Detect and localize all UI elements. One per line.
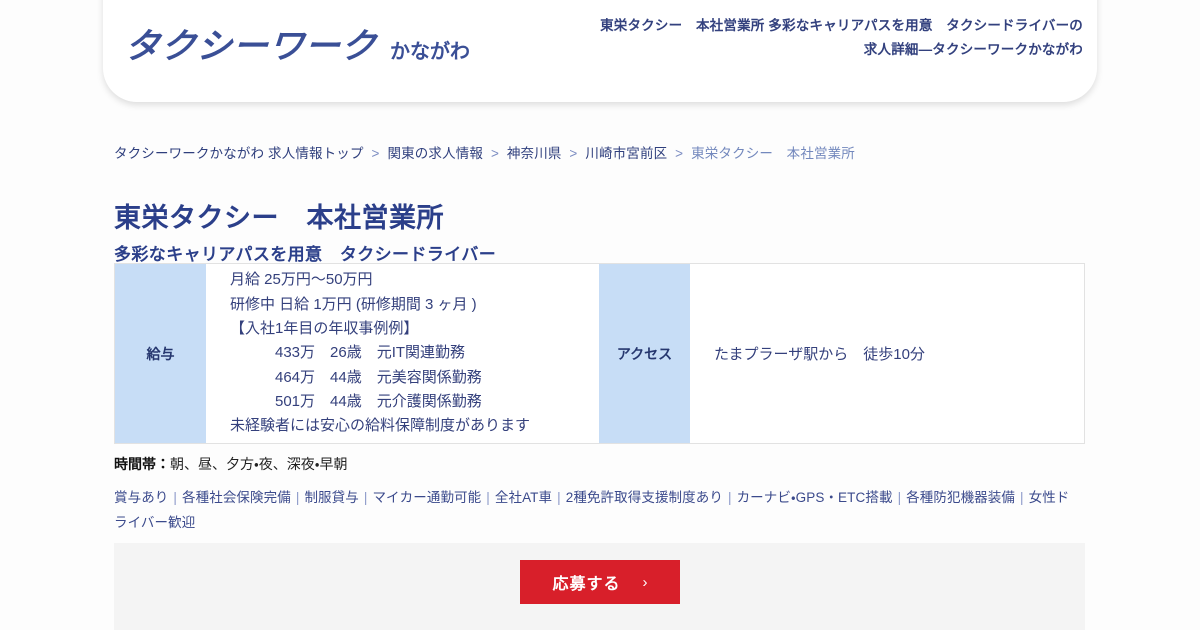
site-logo[interactable]: タクシーワーク かながわ <box>123 18 471 69</box>
breadcrumb: タクシーワークかながわ 求人情報トップ > 関東の求人情報 > 神奈川県 > 川… <box>114 142 855 162</box>
benefit-item: 各種防犯機器装備 <box>906 490 1015 505</box>
benefit-separator: | <box>173 490 178 505</box>
chevron-right-icon: › <box>642 573 648 591</box>
benefit-item: 賞与あり <box>114 490 169 505</box>
breadcrumb-item-kanto[interactable]: 関東の求人情報 <box>387 146 484 161</box>
benefit-item: 女性ドライバー歓迎 <box>114 490 1070 530</box>
page-title: 東栄タクシー 本社営業所 <box>114 203 444 234</box>
breadcrumb-item-kanagawa[interactable]: 神奈川県 <box>506 146 562 161</box>
timeslot-value: 朝、昼、夕方・夜、深夜・早朝 <box>170 456 348 472</box>
pay-label-cell: 給与 <box>115 264 206 443</box>
benefit-item: 制服貸与 <box>304 490 359 505</box>
breadcrumb-item-current: 東栄タクシー 本社営業所 <box>691 146 855 161</box>
benefit-separator: | <box>486 490 490 505</box>
job-info-table: 給与 月給 25万円～50万円 研修中 日給 1万円 (研修期間 3 ヶ月 ) … <box>114 263 1085 444</box>
breadcrumb-separator: > <box>371 146 380 161</box>
pay-details-text: 月給 25万円～50万円 研修中 日給 1万円 (研修期間 3 ヶ月 ) 【入社… <box>230 271 531 435</box>
benefit-separator: | <box>727 490 732 505</box>
apply-panel: 応募する › <box>114 543 1085 630</box>
logo-main-text: タクシーワーク <box>123 27 379 67</box>
benefits-list: 賞与あり | 各種社会保険完備 | 制服貸与 | マイカー通勤可能 | 全社AT車 | 2種免許取得… <box>114 486 1082 536</box>
header-page-title: 東栄タクシー 本社営業所 多彩なキャリアパスを用意 タクシードライバーの求人詳細… <box>600 18 1083 58</box>
breadcrumb-separator: > <box>675 146 684 161</box>
apply-button[interactable]: 応募する › <box>520 560 680 604</box>
page-subtitle: 多彩なキャリアパスを用意 タクシードライバー <box>114 245 497 265</box>
benefit-separator: | <box>897 490 902 505</box>
benefit-separator: | <box>295 490 300 505</box>
benefit-item: 各種社会保険完備 <box>182 490 291 505</box>
benefit-item: 全社AT車 <box>494 490 553 505</box>
access-value-cell: たまプラーザ駅から 徒歩10分 <box>690 264 1084 443</box>
access-label-cell: アクセス <box>599 264 690 443</box>
benefit-item: カーナビ・GPS・ETC搭載 <box>736 490 893 505</box>
timeslot-label: 時間帯： <box>114 456 170 472</box>
breadcrumb-item-miyamae[interactable]: 川崎市宮前区 <box>585 146 668 161</box>
benefit-separator: | <box>557 490 561 505</box>
breadcrumb-separator: > <box>569 146 578 161</box>
benefit-separator: | <box>363 490 368 505</box>
breadcrumb-item-top[interactable]: タクシーワークかながわ 求人情報トップ <box>114 146 364 161</box>
benefit-item: 2種免許取得支援制度あり <box>565 490 723 505</box>
logo-sub-text: かながわ <box>390 39 471 63</box>
timeslot-row: 時間帯：朝、昼、夕方・夜、深夜・早朝 <box>114 454 348 474</box>
pay-value-cell: 月給 25万円～50万円 研修中 日給 1万円 (研修期間 3 ヶ月 ) 【入社… <box>206 264 599 443</box>
access-details-text: たまプラーザ駅から 徒歩10分 <box>714 346 925 363</box>
benefit-item: マイカー通勤可能 <box>372 490 482 505</box>
benefit-separator: | <box>1019 490 1024 505</box>
breadcrumb-separator: > <box>490 146 499 161</box>
apply-button-label: 応募する <box>552 576 621 593</box>
site-header: タクシーワーク かながわ 東栄タクシー 本社営業所 多彩なキャリアパスを用意 タ… <box>103 0 1097 102</box>
